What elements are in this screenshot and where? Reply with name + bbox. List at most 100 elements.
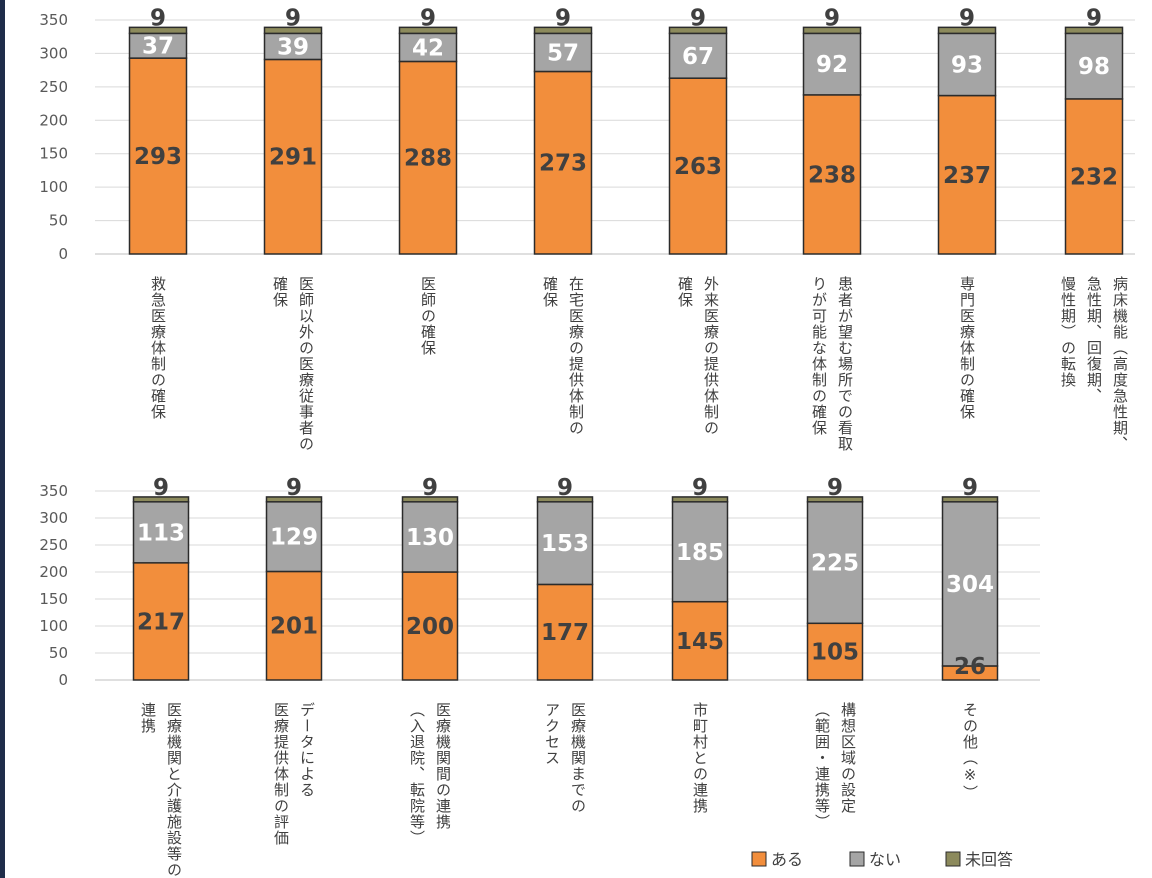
chart-legend: ある ない 未回答 — [751, 850, 1013, 869]
bar-segment-nai — [401, 501, 459, 573]
data-label-mikaito: 9 — [827, 475, 843, 501]
y-tick-label-0: 0 — [58, 245, 68, 263]
data-label-mikaito: 9 — [420, 5, 436, 31]
category-label: 確保 — [541, 276, 559, 308]
y-tick-label-100: 100 — [39, 617, 68, 635]
left-frame-border — [0, 0, 5, 878]
category-label: 救急医療体制の確保 — [149, 276, 167, 420]
bar-segment-mikaito — [802, 26, 862, 35]
data-label-mikaito: 9 — [555, 5, 571, 31]
y-tick-label-200: 200 — [39, 563, 68, 581]
bar-segment-mikaito — [1064, 26, 1124, 35]
y-tick-label-350: 350 — [39, 11, 68, 29]
data-label-mikaito: 9 — [962, 475, 978, 501]
category-label: 外来医療の提供体制の — [702, 276, 720, 436]
category-label: 病床機能（高度急性期、 — [1111, 276, 1129, 452]
bar-segment-nai — [398, 32, 458, 63]
bar-segment-mikaito — [401, 496, 459, 503]
data-label-mikaito: 9 — [692, 475, 708, 501]
data-label-aru: 232 — [1070, 164, 1118, 190]
category-label: 連携 — [139, 702, 157, 734]
bar-segment-aru — [263, 58, 323, 255]
data-label-mikaito: 9 — [153, 475, 169, 501]
data-label-mikaito: 9 — [824, 5, 840, 31]
chart-panel-2: 0 50 100 150 200 250 300 350 217 113 9 医療機関と介護施設等の連… — [39, 475, 1040, 878]
y-tick-label-0: 0 — [58, 671, 68, 689]
legend-label-mikaito: 未回答 — [965, 850, 1013, 869]
y-tick-label-150: 150 — [39, 590, 68, 608]
y-tick-label-100: 100 — [39, 178, 68, 196]
bar-segment-aru — [265, 570, 323, 681]
data-label-mikaito: 9 — [1086, 5, 1102, 31]
y-tick-label-250: 250 — [39, 78, 68, 96]
category-label: 医師以外の医療従事者の — [297, 276, 315, 452]
data-label-aru: 293 — [134, 144, 182, 170]
bar-segment-nai — [536, 501, 594, 586]
bar-segment-aru — [1064, 98, 1124, 255]
category-label: 医療機関間の連携 — [434, 702, 452, 830]
y-tick-label-200: 200 — [39, 111, 68, 129]
category-label: 医療機関と介護施設等の — [165, 702, 183, 878]
legend-label-nai: ない — [869, 850, 901, 869]
category-label: 専門医療体制の確保 — [958, 276, 976, 420]
data-label-nai: 42 — [412, 35, 444, 61]
category-label: 確保 — [676, 276, 694, 308]
bar-segment-nai — [806, 501, 864, 625]
data-label-nai: 130 — [406, 525, 454, 551]
data-label-aru: 105 — [811, 640, 859, 666]
data-label-aru: 263 — [674, 154, 722, 180]
bar-segment-nai — [937, 32, 997, 97]
data-label-mikaito: 9 — [286, 475, 302, 501]
category-label: （範囲・連携等） — [813, 702, 831, 830]
data-label-nai: 39 — [277, 34, 309, 60]
data-label-aru: 177 — [541, 620, 589, 646]
data-label-mikaito: 9 — [150, 5, 166, 31]
data-label-aru: 26 — [954, 654, 986, 680]
category-label: 市町村との連携 — [691, 702, 709, 814]
bar-segment-aru — [668, 77, 728, 255]
legend-swatch-mikaito — [945, 851, 961, 867]
y-tick-label-50: 50 — [49, 212, 68, 230]
bar-segment-aru — [398, 60, 458, 255]
data-label-nai: 225 — [811, 551, 859, 577]
data-label-nai: 37 — [142, 34, 174, 60]
data-label-aru: 238 — [808, 162, 856, 188]
data-label-aru: 237 — [943, 163, 991, 189]
data-label-nai: 92 — [816, 52, 848, 78]
category-label: 医療提供体制の評価 — [272, 702, 290, 846]
bar-segment-mikaito — [941, 496, 999, 503]
category-label: りが可能な体制の確保 — [810, 276, 828, 436]
data-label-nai: 67 — [682, 44, 714, 70]
bar-segment-nai — [533, 32, 593, 73]
y-tick-label-350: 350 — [39, 482, 68, 500]
category-label: 医療機関までの — [569, 702, 587, 814]
bar-segment-mikaito — [937, 26, 997, 35]
data-label-aru: 291 — [269, 145, 317, 171]
y-tick-label-300: 300 — [39, 44, 68, 62]
bar-segment-mikaito — [533, 26, 593, 35]
data-label-aru: 288 — [404, 146, 452, 172]
legend-swatch-aru — [751, 851, 767, 867]
category-label: 在宅医療の提供体制の — [567, 276, 585, 436]
data-label-nai: 57 — [547, 40, 579, 66]
bar-segment-mikaito — [132, 496, 190, 503]
bar-segment-aru — [802, 94, 862, 255]
data-label-nai: 153 — [541, 531, 589, 557]
bar-segment-aru — [937, 94, 997, 255]
data-label-mikaito: 9 — [285, 5, 301, 31]
chart-panel-1: 0 50 100 150 200 250 300 350 293 37 9 救急医療体制の確保 291 3… — [39, 5, 1135, 452]
category-label: その他（※） — [961, 702, 979, 801]
data-label-mikaito: 9 — [959, 5, 975, 31]
y-tick-label-300: 300 — [39, 509, 68, 527]
category-label: アクセス — [543, 702, 561, 766]
bar-segment-nai — [132, 501, 190, 564]
category-label: 慢性期）の転換 — [1059, 276, 1077, 388]
category-label: 患者が望む場所での看取 — [836, 276, 854, 452]
data-label-aru: 145 — [676, 629, 724, 655]
data-label-nai: 113 — [137, 520, 185, 546]
bar-segment-nai — [668, 32, 728, 79]
data-label-aru: 200 — [406, 614, 454, 640]
bar-segment-mikaito — [806, 496, 864, 503]
legend-swatch-nai — [849, 851, 865, 867]
